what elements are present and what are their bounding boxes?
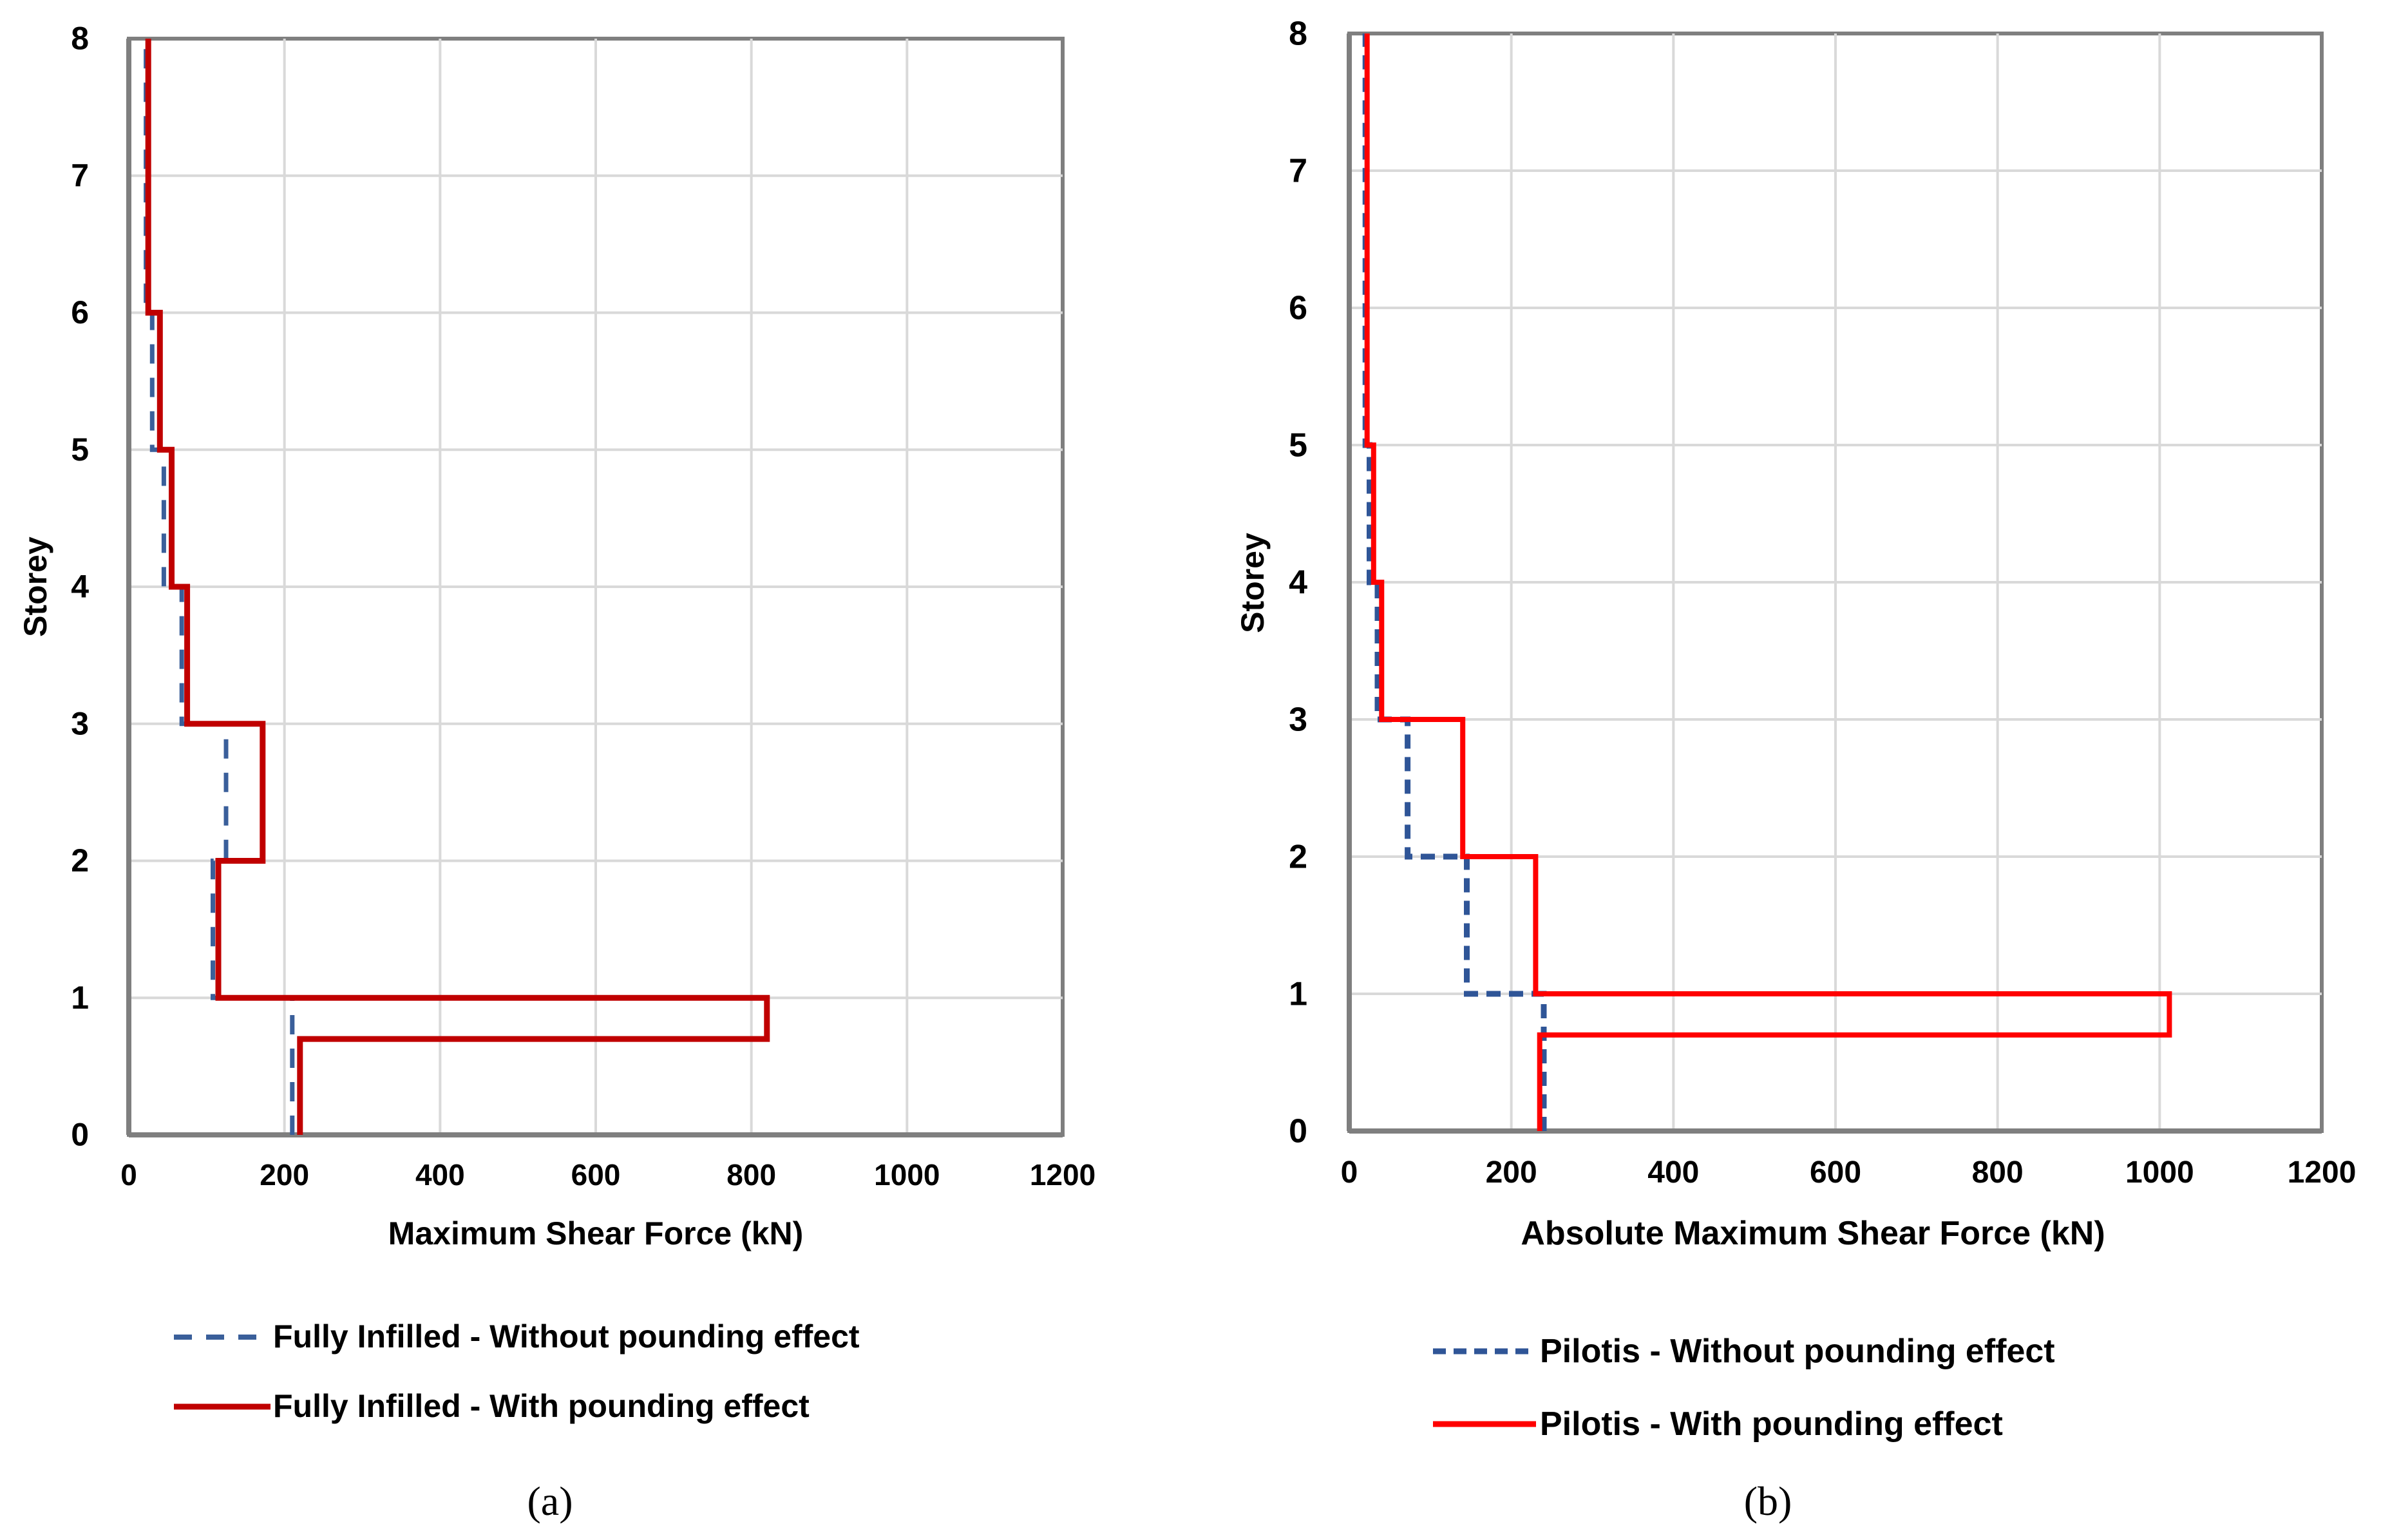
x-tick-label: 0 [1341,1155,1358,1190]
x-tick-label: 1200 [2288,1155,2357,1190]
y-tick-label: 8 [71,21,89,57]
series-line-with-pounding [1364,33,2172,1131]
panel-caption-b: (b) [1744,1478,1792,1524]
y-tick-label: 2 [1289,838,1307,875]
axes: 0 200 400 600 800 1000 1200 0 1 2 3 4 5 6 7 8 [71,21,1096,1192]
x-tick-label: 600 [571,1158,621,1192]
x-tick-label: 0 [120,1158,137,1192]
y-tick-label: 2 [71,842,89,879]
gridlines [1349,33,2322,1131]
legend-label-without-pounding: Pilotis - Without pounding effect [1540,1333,2055,1370]
x-tick-label: 200 [1486,1155,1537,1190]
legend-label-with-pounding: Pilotis - With pounding effect [1540,1405,2003,1443]
x-tick-label: 800 [1972,1155,2024,1190]
x-tick-label: 600 [1810,1155,1861,1190]
legend-label-without-pounding: Fully Infilled - Without pounding effect [273,1318,860,1355]
panel-b: 0 200 400 600 800 1000 1200 0 1 2 3 4 5 6 7 8 Absolute … [1235,15,2356,1524]
y-tick-label: 1 [1289,975,1307,1012]
x-tick-label: 1200 [1030,1158,1096,1192]
series-group [144,39,770,1135]
y-tick-label: 4 [1289,564,1307,601]
x-axis-title: Maximum Shear Force (kN) [388,1215,804,1251]
series-line-with-pounding [145,39,770,1135]
panel-a: 0 200 400 600 800 1000 1200 0 1 2 3 4 5 6 7 8 Maximum S… [17,21,1096,1524]
y-tick-label: 6 [1289,289,1307,327]
x-tick-label: 200 [260,1158,309,1192]
legend: Pilotis - Without pounding effect Piloti… [1433,1333,2055,1443]
y-axis-title: Storey [17,537,53,637]
legend: Fully Infilled - Without pounding effect… [174,1318,860,1424]
y-axis-title: Storey [1235,533,1271,633]
y-tick-label: 0 [71,1117,89,1153]
legend-label-with-pounding: Fully Infilled - With pounding effect [273,1388,810,1424]
x-tick-label: 400 [1647,1155,1699,1190]
y-tick-label: 8 [1289,15,1307,52]
x-tick-label: 800 [726,1158,776,1192]
x-tick-label: 400 [415,1158,465,1192]
series-line-without-pounding [144,39,295,1135]
series-group [1362,33,2172,1131]
y-tick-label: 3 [1289,701,1307,738]
y-tick-label: 1 [71,980,89,1016]
x-axis-title: Absolute Maximum Shear Force (kN) [1521,1215,2105,1252]
y-tick-label: 3 [71,705,89,741]
y-tick-label: 5 [1289,426,1307,464]
axes: 0 200 400 600 800 1000 1200 0 1 2 3 4 5 6 7 8 [1289,15,2356,1190]
x-tick-label: 1000 [874,1158,940,1192]
gridlines [129,39,1063,1135]
y-tick-label: 7 [71,157,89,193]
y-tick-label: 5 [71,432,89,468]
x-tick-label: 1000 [2125,1155,2194,1190]
y-tick-label: 0 [1289,1112,1307,1150]
y-tick-label: 4 [71,569,89,605]
y-tick-label: 7 [1289,152,1307,189]
panel-caption-a: (a) [527,1478,573,1524]
y-tick-label: 6 [71,294,89,330]
